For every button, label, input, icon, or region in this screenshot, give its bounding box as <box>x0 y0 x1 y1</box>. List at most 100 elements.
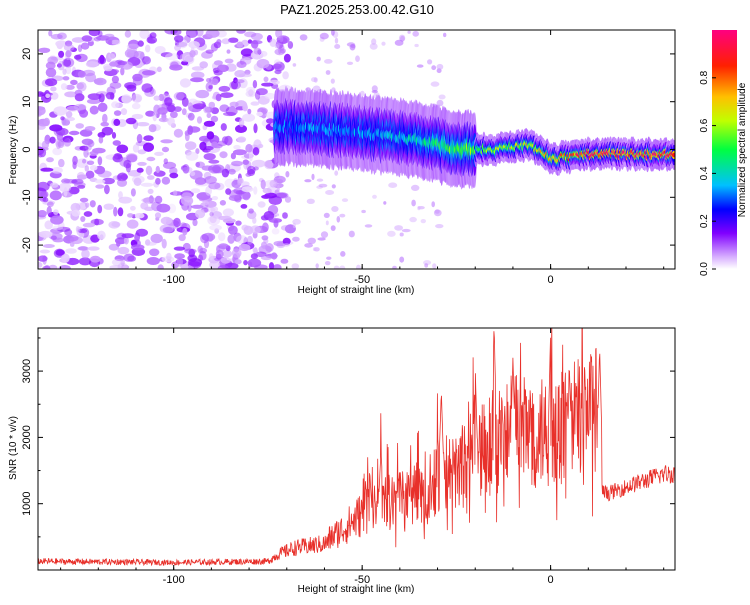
noise-blob <box>236 61 247 68</box>
noise-blob <box>185 30 198 38</box>
noise-blob <box>53 106 68 116</box>
noise-blob <box>261 241 267 249</box>
noise-blob <box>42 244 55 248</box>
noise-blob <box>46 206 52 216</box>
noise-blob <box>57 32 67 40</box>
noise-blob <box>210 115 219 123</box>
noise-blob <box>173 217 181 228</box>
noise-speckle <box>407 30 411 34</box>
noise-blob <box>248 151 253 162</box>
noise-blob <box>208 101 216 109</box>
noise-blob <box>143 196 157 204</box>
noise-blob <box>242 190 251 201</box>
x-tick-label: 0 <box>548 574 554 586</box>
noise-speckle <box>318 183 328 188</box>
noise-blob <box>149 248 160 257</box>
x-tick-label: -50 <box>354 274 370 286</box>
noise-blob <box>89 150 99 156</box>
noise-blob <box>209 253 214 261</box>
noise-blob <box>195 209 206 219</box>
noise-blob <box>86 98 101 104</box>
noise-blob <box>282 237 291 245</box>
noise-blob <box>121 94 132 104</box>
noise-blob <box>265 243 274 252</box>
noise-blob <box>134 50 144 59</box>
noise-blob <box>90 255 101 263</box>
noise-blob <box>282 212 288 219</box>
noise-blob <box>218 243 229 250</box>
noise-blob <box>79 197 89 203</box>
noise-blob <box>252 147 260 156</box>
noise-blob <box>109 81 122 89</box>
noise-blob <box>85 202 90 208</box>
noise-blob <box>190 77 204 83</box>
noise-blob <box>161 176 171 185</box>
noise-blob <box>49 190 62 201</box>
noise-blob <box>187 112 195 121</box>
noise-blob <box>176 257 183 267</box>
noise-blob <box>192 103 207 110</box>
noise-blob <box>109 61 118 67</box>
noise-blob <box>242 113 256 122</box>
noise-blob <box>120 108 128 116</box>
noise-speckle <box>306 198 315 204</box>
noise-blob <box>182 227 188 236</box>
noise-blob <box>165 52 179 61</box>
noise-blob <box>261 82 274 87</box>
noise-blob <box>228 225 238 235</box>
noise-blob <box>117 119 127 127</box>
noise-speckle <box>324 261 331 266</box>
noise-blob <box>251 159 266 168</box>
noise-speckle <box>285 171 290 178</box>
noise-speckle <box>411 199 416 207</box>
noise-blob <box>233 144 241 150</box>
noise-blob <box>116 174 122 181</box>
noise-blob <box>64 91 78 98</box>
noise-blob <box>38 262 43 268</box>
noise-blob <box>89 105 99 115</box>
noise-blob <box>174 44 181 52</box>
noise-blob <box>206 78 212 83</box>
noise-blob <box>79 109 89 118</box>
noise-blob <box>126 84 137 92</box>
noise-speckle <box>401 228 411 233</box>
noise-blob <box>158 117 169 123</box>
noise-blob <box>266 118 275 124</box>
noise-blob <box>38 106 46 116</box>
noise-blob <box>131 93 143 103</box>
noise-speckle <box>312 247 317 252</box>
noise-blob <box>130 244 145 251</box>
noise-blob <box>231 160 243 167</box>
noise-blob <box>65 234 79 242</box>
noise-blob <box>146 156 156 162</box>
noise-speckle <box>315 263 319 269</box>
noise-blob <box>201 232 216 242</box>
noise-blob <box>254 90 261 100</box>
noise-blob <box>78 246 88 251</box>
noise-speckle <box>417 206 421 211</box>
noise-blob <box>200 234 209 244</box>
noise-blob <box>136 122 150 127</box>
noise-blob <box>38 255 48 262</box>
noise-blob <box>272 63 282 70</box>
noise-blob <box>162 226 174 234</box>
noise-blob <box>246 235 253 245</box>
noise-speckle <box>346 42 356 47</box>
noise-blob <box>223 218 236 224</box>
noise-blob <box>45 93 51 99</box>
noise-blob <box>155 165 160 174</box>
noise-blob <box>43 117 50 127</box>
noise-blob <box>282 71 289 80</box>
noise-speckle <box>412 30 420 37</box>
noise-speckle <box>325 70 331 75</box>
noise-blob <box>40 190 49 198</box>
noise-blob <box>236 235 248 244</box>
noise-blob <box>263 76 269 83</box>
noise-blob <box>132 144 140 153</box>
noise-blob <box>113 118 121 126</box>
noise-speckle <box>282 243 290 247</box>
noise-blob <box>145 44 151 53</box>
noise-blob <box>163 158 168 165</box>
noise-blob <box>38 210 47 218</box>
noise-blob <box>142 70 156 76</box>
